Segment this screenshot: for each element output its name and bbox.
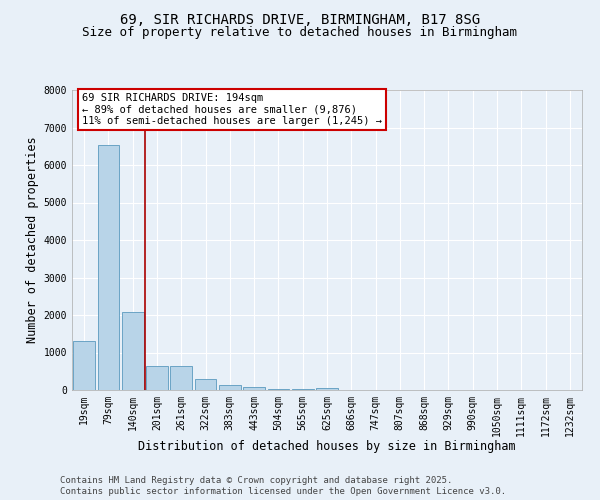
Bar bbox=[170, 366, 192, 390]
Text: Contains public sector information licensed under the Open Government Licence v3: Contains public sector information licen… bbox=[60, 488, 506, 496]
Bar bbox=[268, 388, 289, 390]
Bar bbox=[219, 385, 241, 390]
Y-axis label: Number of detached properties: Number of detached properties bbox=[26, 136, 40, 344]
Bar bbox=[73, 341, 95, 390]
Bar bbox=[146, 366, 168, 390]
X-axis label: Distribution of detached houses by size in Birmingham: Distribution of detached houses by size … bbox=[138, 440, 516, 453]
Bar bbox=[122, 312, 143, 390]
Bar bbox=[316, 388, 338, 390]
Bar bbox=[292, 388, 314, 390]
Text: Contains HM Land Registry data © Crown copyright and database right 2025.: Contains HM Land Registry data © Crown c… bbox=[60, 476, 452, 485]
Text: 69 SIR RICHARDS DRIVE: 194sqm
← 89% of detached houses are smaller (9,876)
11% o: 69 SIR RICHARDS DRIVE: 194sqm ← 89% of d… bbox=[82, 93, 382, 126]
Bar bbox=[194, 379, 217, 390]
Text: 69, SIR RICHARDS DRIVE, BIRMINGHAM, B17 8SG: 69, SIR RICHARDS DRIVE, BIRMINGHAM, B17 … bbox=[120, 12, 480, 26]
Bar bbox=[243, 387, 265, 390]
Bar bbox=[97, 145, 119, 390]
Text: Size of property relative to detached houses in Birmingham: Size of property relative to detached ho… bbox=[83, 26, 517, 39]
